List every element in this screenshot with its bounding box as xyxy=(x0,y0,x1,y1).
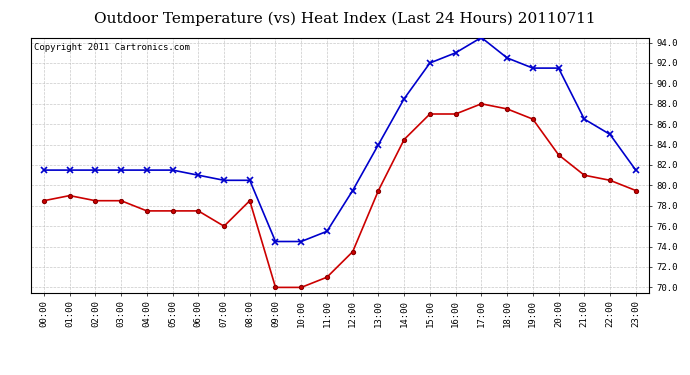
Text: Copyright 2011 Cartronics.com: Copyright 2011 Cartronics.com xyxy=(34,43,190,52)
Text: Outdoor Temperature (vs) Heat Index (Last 24 Hours) 20110711: Outdoor Temperature (vs) Heat Index (Las… xyxy=(95,11,595,26)
